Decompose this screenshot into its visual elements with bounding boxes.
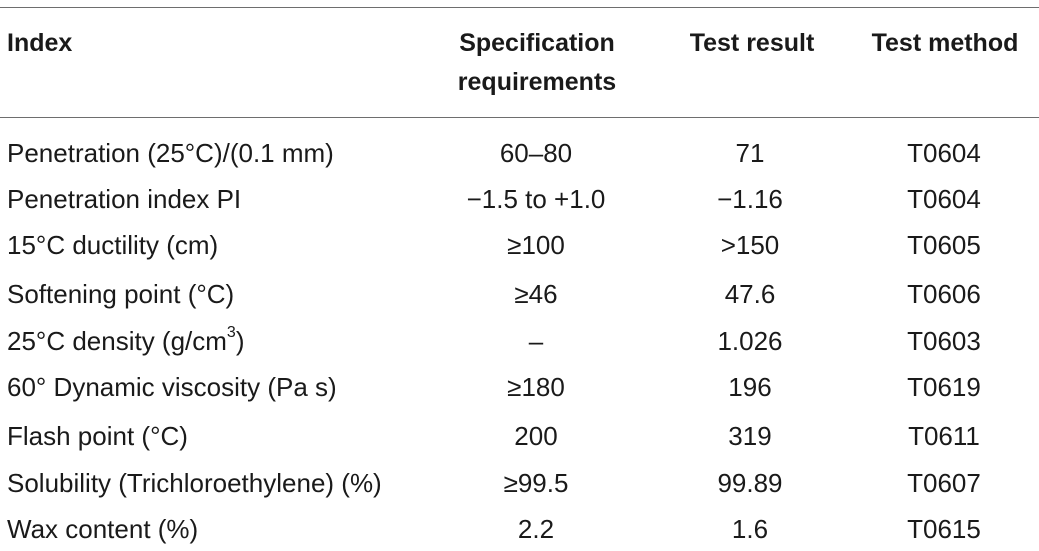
row-4-index: Softening point (°C) bbox=[7, 279, 235, 309]
header-test-result: Test result bbox=[689, 29, 815, 57]
row-4-method: T0606 bbox=[907, 279, 981, 309]
row-3-spec: ≥100 bbox=[507, 230, 565, 260]
row-9-spec: 2.2 bbox=[517, 514, 555, 544]
header-spec-line1: Specification bbox=[459, 29, 615, 57]
header-rule bbox=[0, 117, 1039, 118]
row-2-result: −1.16 bbox=[717, 184, 783, 214]
row-9-index: Wax content (%) bbox=[7, 514, 199, 544]
row-2-spec: −1.5 to +1.0 bbox=[466, 184, 606, 214]
row-1-method: T0604 bbox=[907, 138, 981, 168]
header-index: Index bbox=[7, 29, 73, 57]
row-5-index: 25°C density (g/cm3) bbox=[7, 325, 245, 357]
row-9-method: T0615 bbox=[907, 514, 981, 544]
header-spec-line2: requirements bbox=[457, 68, 617, 96]
row-5-result: 1.026 bbox=[717, 326, 783, 356]
row-4-result: 47.6 bbox=[724, 279, 776, 309]
row-8-spec: ≥99.5 bbox=[503, 468, 569, 498]
row-5-index-close: ) bbox=[235, 326, 245, 356]
row-6-method: T0619 bbox=[907, 372, 981, 402]
row-1-result: 71 bbox=[735, 138, 765, 168]
row-7-method: T0611 bbox=[908, 421, 980, 451]
row-5-index-text: 25°C density (g/cm bbox=[7, 326, 227, 356]
table-top-rule bbox=[0, 7, 1039, 8]
row-2-index: Penetration index PI bbox=[7, 184, 242, 214]
header-test-method: Test method bbox=[871, 29, 1019, 57]
row-2-method: T0604 bbox=[907, 184, 981, 214]
row-1-index: Penetration (25°C)/(0.1 mm) bbox=[7, 138, 334, 168]
row-4-spec: ≥46 bbox=[514, 279, 558, 309]
row-7-index: Flash point (°C) bbox=[7, 421, 188, 451]
row-6-index: 60° Dynamic viscosity (Pa s) bbox=[7, 372, 337, 402]
row-3-index: 15°C ductility (cm) bbox=[7, 230, 219, 260]
row-7-result: 319 bbox=[728, 421, 772, 451]
row-5-index-superscript: 3 bbox=[226, 324, 236, 342]
row-5-spec: – bbox=[528, 326, 544, 356]
row-3-method: T0605 bbox=[907, 230, 981, 260]
row-3-result: >150 bbox=[720, 230, 780, 260]
row-8-result: 99.89 bbox=[717, 468, 783, 498]
header-specification: Specification requirements bbox=[430, 24, 644, 102]
row-1-spec: 60–80 bbox=[499, 138, 573, 168]
row-6-spec: ≥180 bbox=[507, 372, 565, 402]
row-9-result: 1.6 bbox=[731, 514, 769, 544]
row-5-method: T0603 bbox=[907, 326, 981, 356]
row-7-spec: 200 bbox=[514, 421, 558, 451]
row-6-result: 196 bbox=[728, 372, 772, 402]
row-8-index: Solubility (Trichloroethylene) (%) bbox=[7, 468, 382, 498]
row-8-method: T0607 bbox=[907, 468, 981, 498]
